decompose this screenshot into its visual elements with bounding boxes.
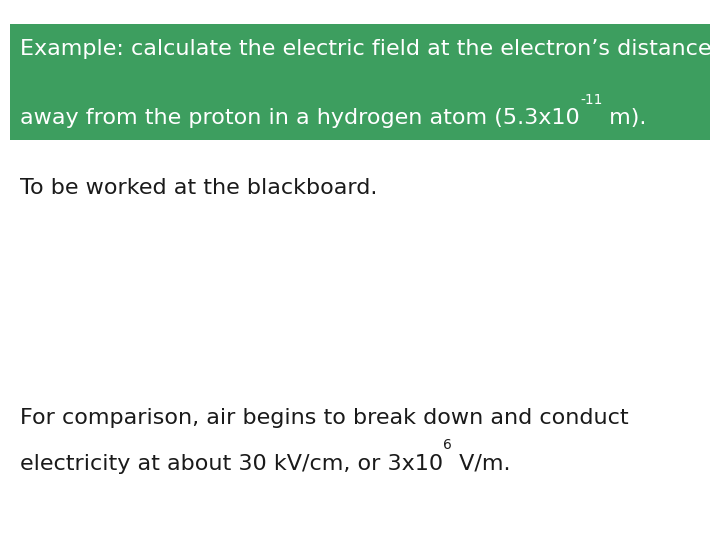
Text: 6: 6 [444, 438, 452, 453]
Text: away from the proton in a hydrogen atom (5.3x10: away from the proton in a hydrogen atom … [20, 108, 580, 128]
Text: m).: m). [603, 108, 647, 128]
Text: electricity at about 30 kV/cm, or 3x10: electricity at about 30 kV/cm, or 3x10 [20, 454, 444, 474]
Text: -11: -11 [580, 93, 603, 107]
Text: To be worked at the blackboard.: To be worked at the blackboard. [20, 178, 377, 198]
Text: For comparison, air begins to break down and conduct: For comparison, air begins to break down… [20, 408, 629, 428]
Text: V/m.: V/m. [452, 454, 510, 474]
Text: Example: calculate the electric field at the electron’s distance: Example: calculate the electric field at… [20, 39, 711, 59]
Bar [10, 24, 710, 140]
